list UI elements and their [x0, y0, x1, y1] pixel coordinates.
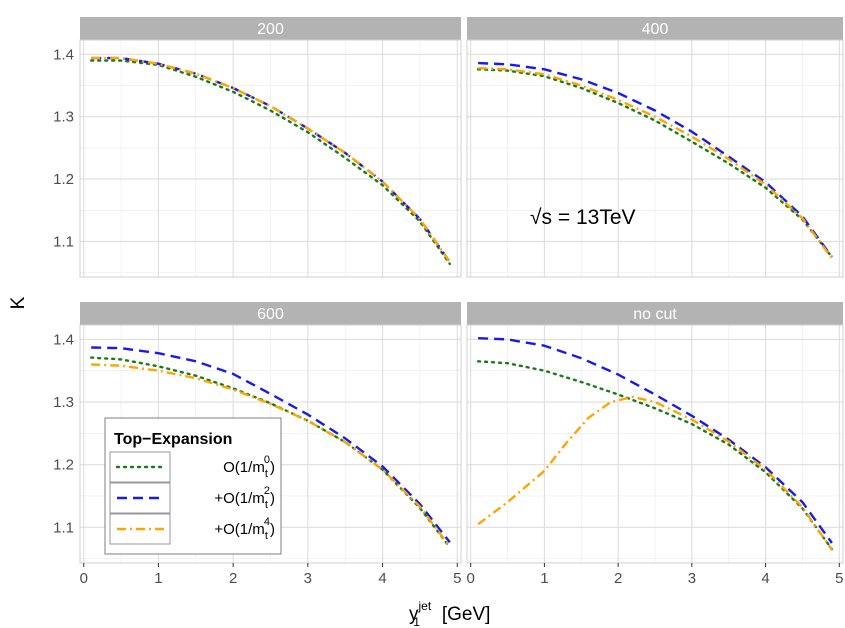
energy-annotation: √s = 13TeV	[530, 206, 636, 229]
facet-strip-label: 400	[642, 21, 669, 38]
legend-label: +O(1/mt2)	[214, 485, 275, 511]
series-line	[476, 68, 834, 259]
x-axis-title-text: yjet 1 [GeV]	[409, 599, 490, 628]
legend-label: +O(1/mt4)	[214, 516, 275, 542]
y-tick-label: 1.3	[53, 394, 74, 411]
x-tick-label: 3	[304, 570, 312, 587]
facet-strip	[80, 17, 461, 40]
x-tick-label: 2	[614, 570, 622, 587]
series-line	[91, 363, 451, 548]
x-tick-label: 4	[378, 570, 386, 587]
legend-title: Top−Expansion	[114, 431, 232, 448]
panel-border	[79, 39, 462, 278]
y-axis-title: K	[8, 296, 29, 309]
x-tick-label: 2	[229, 570, 237, 587]
legend: Top−Expansion O(1/mt0) +O(1/mt2) +O(1/mt4)	[104, 417, 282, 555]
facet-panel: 400	[466, 17, 844, 278]
series-line	[89, 356, 451, 549]
facet-strip	[467, 17, 843, 40]
series-line	[91, 56, 451, 263]
series-line	[478, 61, 833, 258]
legend-label: O(1/mt0)	[223, 454, 275, 480]
y-tick-label: 1.4	[53, 331, 74, 348]
panel-border	[466, 39, 844, 278]
legend-entries: O(1/mt0) +O(1/mt2) +O(1/mt4)	[109, 451, 275, 545]
facet-strip-label: 600	[257, 306, 284, 323]
x-tick-label: 4	[761, 570, 769, 587]
x-axis-title-sub: 1	[413, 615, 420, 628]
facet-panel: 200 1.1 1.2 1.3 1.4	[53, 17, 462, 278]
x-axis-title-sup: jet	[418, 599, 432, 613]
panel-border	[79, 324, 462, 564]
x-tick-label: 3	[688, 570, 696, 587]
y-tick-label: 1.1	[53, 519, 74, 536]
facet-strip-label: no cut	[633, 306, 677, 323]
y-tick-label: 1.2	[53, 171, 74, 188]
series-line	[478, 337, 833, 544]
x-axis-title-unit: [GeV]	[442, 604, 491, 625]
series-line	[478, 66, 833, 260]
x-axis-title: yjet 1 [GeV]	[409, 599, 490, 628]
y-tick-label: 1.3	[53, 109, 74, 126]
x-tick-label: 0	[467, 570, 475, 587]
series-line	[477, 395, 833, 551]
sqrt-s-annotation: √s = 13TeV	[530, 206, 636, 229]
y-tick-label: 1.1	[53, 233, 74, 250]
y-tick-label: 1.4	[53, 46, 74, 63]
series-line	[91, 346, 451, 544]
x-tick-label: 1	[154, 570, 162, 587]
facet-strip	[467, 302, 843, 325]
facet-panel: no cut 0 1 2 3 4 5	[466, 302, 844, 587]
x-tick-label: 0	[80, 570, 88, 587]
panel-border	[466, 324, 844, 564]
x-tick-label: 5	[835, 570, 843, 587]
x-tick-label: 5	[453, 570, 461, 587]
series-line	[476, 360, 834, 551]
series-line	[89, 59, 451, 266]
y-tick-label: 1.2	[53, 457, 74, 474]
x-axis-title-y: y	[409, 604, 419, 625]
x-tick-label: 1	[540, 570, 548, 587]
facet-strip	[80, 302, 461, 325]
facet-strip-label: 200	[257, 21, 284, 38]
